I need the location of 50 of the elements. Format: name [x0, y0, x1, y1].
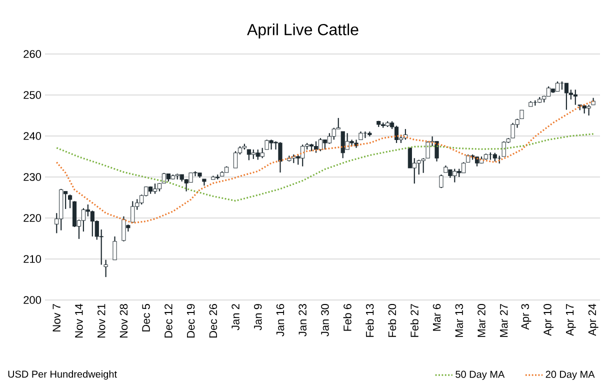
y-tick-label: 210 — [24, 255, 42, 263]
candlestick — [314, 140, 318, 154]
candlestick — [555, 80, 560, 92]
candlestick — [68, 194, 72, 209]
candlestick — [394, 125, 399, 144]
y-tick-label: 240 — [24, 132, 42, 140]
chart-title: April Live Cattle — [247, 24, 358, 38]
y-tick-label: 230 — [24, 173, 42, 181]
candlestick — [233, 150, 238, 169]
x-tick-label: Apr 3 — [521, 304, 532, 330]
x-tick-label: Jan 2 — [232, 304, 240, 330]
x-tick-label: Mar 6 — [432, 304, 441, 331]
x-tick-label: Dec 19 — [186, 304, 195, 338]
text: USD Per Hundredweight — [8, 370, 117, 380]
legend-label: 20 Day MA — [546, 370, 595, 380]
x-tick-label: Mar 27 — [500, 304, 508, 337]
candlestick — [104, 259, 108, 278]
x-tick-label: Dec 12 — [164, 304, 172, 338]
x-tick-label: Feb 6 — [343, 304, 352, 331]
y-tick-label: 260 — [24, 50, 42, 58]
candlestick — [573, 89, 578, 106]
legend-label: 50 Day MA — [456, 370, 505, 380]
candlestick — [318, 138, 323, 152]
y-tick-label: 200 — [24, 296, 42, 304]
candlestick — [152, 183, 158, 194]
line-series — [56, 133, 594, 202]
candlestick — [130, 200, 135, 224]
y-tick-label: 250 — [24, 91, 42, 99]
x-tick-label: Mar 13 — [455, 304, 464, 337]
x-tick-label: Feb 20 — [388, 304, 396, 337]
x-tick-label: Feb 13 — [366, 304, 374, 337]
candlestick — [81, 208, 86, 232]
x-tick-label: Feb 27 — [410, 304, 418, 337]
x-tick-label: Jan 23 — [298, 304, 306, 336]
x-tick-label: Jan 30 — [321, 304, 329, 336]
candlestick — [439, 174, 444, 189]
x-tick-label: Nov 28 — [120, 304, 128, 338]
x-tick-label: Apr 17 — [566, 304, 576, 336]
x-tick-label: Apr 24 — [588, 304, 598, 336]
x-tick-label: Dec 5 — [142, 304, 150, 332]
x-tick-label: Nov 14 — [75, 304, 83, 338]
x-tick-label: Nov 7 — [52, 304, 60, 332]
candlestick — [112, 236, 117, 260]
x-tick-label: Mar 20 — [478, 304, 486, 337]
x-tick-label: Jan 16 — [276, 304, 284, 336]
x-tick-label: Nov 21 — [97, 304, 106, 338]
x-tick-label: Dec 26 — [209, 304, 218, 338]
y-tick-label: 220 — [24, 214, 42, 222]
x-tick-label: Apr 10 — [544, 304, 554, 336]
x-tick-label: Jan 9 — [254, 304, 262, 330]
